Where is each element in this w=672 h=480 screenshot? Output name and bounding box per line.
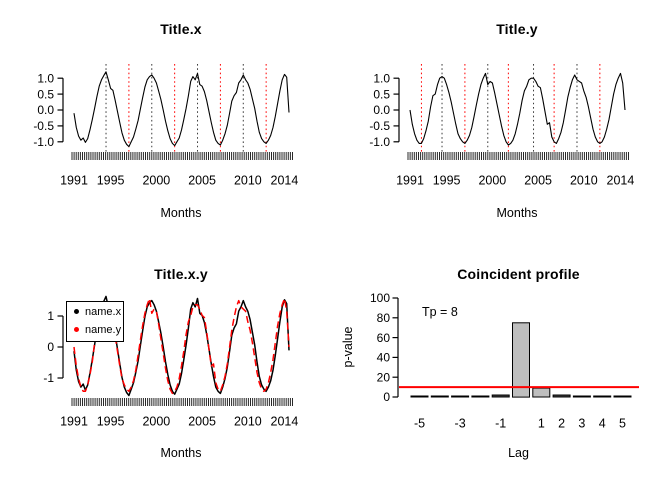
y-axis-label: p-value xyxy=(341,326,355,368)
bar-lag--1 xyxy=(491,394,510,398)
bar-lag-2 xyxy=(552,394,571,398)
bar-lag--3 xyxy=(451,395,470,398)
rug-ticks xyxy=(71,152,293,160)
title-x-plot: 1.0 0.5 0.0 -0.5 -1.0 1991 1995 2000 2005 2010 201… xyxy=(33,64,299,187)
x-tick-label: 2005 xyxy=(188,173,216,187)
x-tick-label: 1991 xyxy=(60,414,88,428)
y-tick-label: 0.5 xyxy=(37,87,54,101)
x-tick-label: 3 xyxy=(578,416,585,430)
panel-title-x: 1.0 0.5 0.0 -0.5 -1.0 1991 1995 2000 2005 2010 201… xyxy=(0,0,336,240)
y-tick-label: 1.0 xyxy=(373,71,390,85)
bar-lag--2 xyxy=(471,395,490,398)
x-tick-label: 2000 xyxy=(142,414,170,428)
y-tick-label: 40 xyxy=(377,351,391,365)
y-tick-label: 60 xyxy=(377,331,391,345)
x-tick-label: 4 xyxy=(599,416,606,430)
x-tick-label: 1991 xyxy=(60,173,88,187)
y-tick-label: 100 xyxy=(370,291,390,305)
x-axis-label: Months xyxy=(160,446,202,460)
x-tick-label: 2010 xyxy=(234,173,262,187)
y-tick-label: 0.0 xyxy=(373,103,390,117)
legend-entry-name-y: name.y xyxy=(67,322,123,337)
x-tick-label: 1995 xyxy=(97,414,125,428)
y-tick-label: 20 xyxy=(377,370,391,384)
y-tick-label: 0 xyxy=(383,390,390,404)
tp-annotation: Tp = 8 xyxy=(422,305,458,319)
y-tick-label: 1 xyxy=(47,309,54,323)
bar-lag--5 xyxy=(410,395,429,398)
series-y xyxy=(409,72,626,146)
x-tick-label: 2000 xyxy=(142,173,170,187)
legend-dot-name-x xyxy=(74,309,79,314)
x-axis-label: Months xyxy=(496,206,538,220)
bar-lag-1 xyxy=(532,387,551,398)
x-tick-label: 1995 xyxy=(433,173,461,187)
x-tick-label: -3 xyxy=(455,416,466,430)
panel-title-xy: 1 0 -1 1991 1995 2000 2005 2010 2014 Title.x.y n… xyxy=(0,240,336,480)
x-tick-label: 2014 xyxy=(271,173,299,187)
x-tick-label: 2010 xyxy=(234,414,262,428)
y-tick-label: 1.0 xyxy=(37,71,54,85)
coincident-profile-plot: 0 20 40 60 80 100 -5 -3 -1 1 2 3 4 5 xyxy=(370,291,639,430)
x-tick-label: 2 xyxy=(558,416,565,430)
legend-label-name-x: name.x xyxy=(85,305,122,318)
title-xy-plot: 1 0 -1 1991 1995 2000 2005 2010 2014 xyxy=(43,295,299,428)
chart-title: Coincident profile xyxy=(457,266,580,282)
x-tick-label: 1991 xyxy=(396,173,424,187)
x-tick-label: 1 xyxy=(538,416,545,430)
y-tick-label: -1.0 xyxy=(369,135,390,149)
chart-title: Title.x.y xyxy=(154,266,208,282)
bar-lag--4 xyxy=(430,395,449,398)
y-tick-label: 80 xyxy=(377,311,391,325)
x-tick-label: 5 xyxy=(619,416,626,430)
legend-dot-name-y xyxy=(74,327,79,332)
x-tick-label: 2014 xyxy=(271,414,299,428)
legend: name.x name.y xyxy=(66,301,124,342)
x-tick-label: 2000 xyxy=(478,173,506,187)
bar-lag-3 xyxy=(572,395,591,398)
x-tick-label: 2005 xyxy=(524,173,552,187)
y-tick-label: 0.0 xyxy=(37,103,54,117)
x-tick-label: -1 xyxy=(495,416,506,430)
x-tick-label: 1995 xyxy=(97,173,125,187)
y-tick-label: 0 xyxy=(47,340,54,354)
y-tick-label: -1 xyxy=(43,371,54,385)
x-tick-label: 2010 xyxy=(570,173,598,187)
bar-lag-0 xyxy=(512,322,530,398)
rug-ticks xyxy=(407,152,629,160)
x-tick-label: -5 xyxy=(414,416,425,430)
y-tick-label: -0.5 xyxy=(369,119,390,133)
series-x xyxy=(73,71,290,148)
y-tick-label: -0.5 xyxy=(33,119,54,133)
y-tick-label: -1.0 xyxy=(33,135,54,149)
y-tick-label: 0.5 xyxy=(373,87,390,101)
legend-label-name-y: name.y xyxy=(85,323,122,336)
bar-lag-5 xyxy=(613,395,632,398)
title-y-plot: 1.0 0.5 0.0 -0.5 -1.0 1991 1995 2000 2005 2010 201… xyxy=(369,64,635,187)
panel-coincident-profile: 0 20 40 60 80 100 -5 -3 -1 1 2 3 4 5 Coincident profi… xyxy=(336,240,672,480)
x-axis-label: Lag xyxy=(508,446,529,460)
chart-title: Title.y xyxy=(496,21,538,37)
rug-ticks xyxy=(71,398,293,406)
legend-entry-name-x: name.x xyxy=(67,304,123,319)
x-axis-label: Months xyxy=(160,206,202,220)
bar-lag-4 xyxy=(593,395,612,398)
chart-title: Title.x xyxy=(160,21,202,37)
x-tick-label: 2014 xyxy=(607,173,635,187)
x-tick-label: 2005 xyxy=(188,414,216,428)
panel-title-y: 1.0 0.5 0.0 -0.5 -1.0 1991 1995 2000 2005 2010 201… xyxy=(336,0,672,240)
